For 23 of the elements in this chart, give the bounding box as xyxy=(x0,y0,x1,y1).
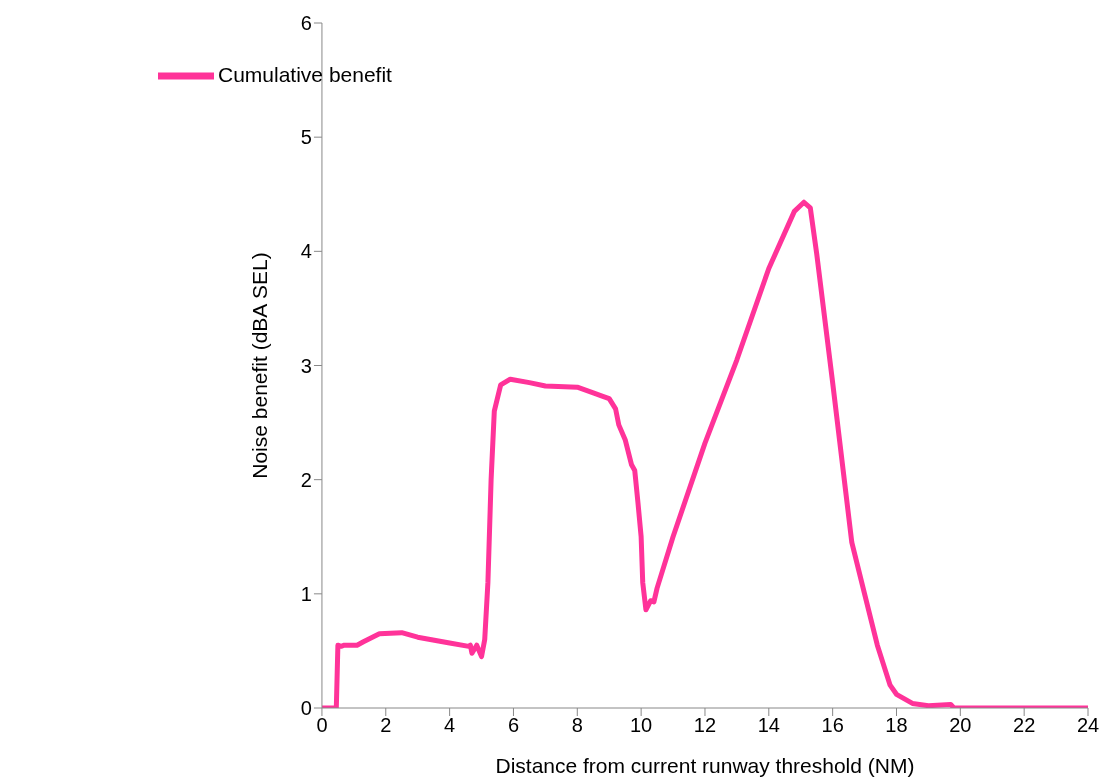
y-tick-label: 1 xyxy=(300,582,312,605)
x-tick-label: 14 xyxy=(757,714,780,737)
x-tick-label: 22 xyxy=(1013,714,1036,737)
x-tick-label: 12 xyxy=(693,714,717,737)
y-tick-label: 3 xyxy=(300,354,312,377)
x-tick-label: 16 xyxy=(821,714,844,737)
x-tick-label: 2 xyxy=(380,714,392,737)
y-tick-label: 5 xyxy=(300,126,312,149)
y-axis-title: Noise benefit (dBA SEL) xyxy=(248,252,272,479)
y-tick-label: 0 xyxy=(300,697,312,720)
x-axis-title: Distance from current runway threshold (NM) xyxy=(495,753,915,777)
x-tick-label: 6 xyxy=(507,714,520,737)
x-tick-label: 18 xyxy=(885,714,908,737)
x-tick-label: 8 xyxy=(571,714,583,737)
y-tick-label: 2 xyxy=(300,468,312,491)
y-tick-label: 6 xyxy=(300,12,312,35)
y-tick-label: 4 xyxy=(300,240,312,263)
x-tick-label: 4 xyxy=(444,714,456,737)
x-tick-label: 0 xyxy=(316,714,328,737)
x-tick-label: 20 xyxy=(949,714,972,737)
x-tick-label: 24 xyxy=(1076,714,1100,737)
legend-label: Cumulative benefit xyxy=(218,62,392,86)
x-tick-label: 10 xyxy=(630,714,653,737)
